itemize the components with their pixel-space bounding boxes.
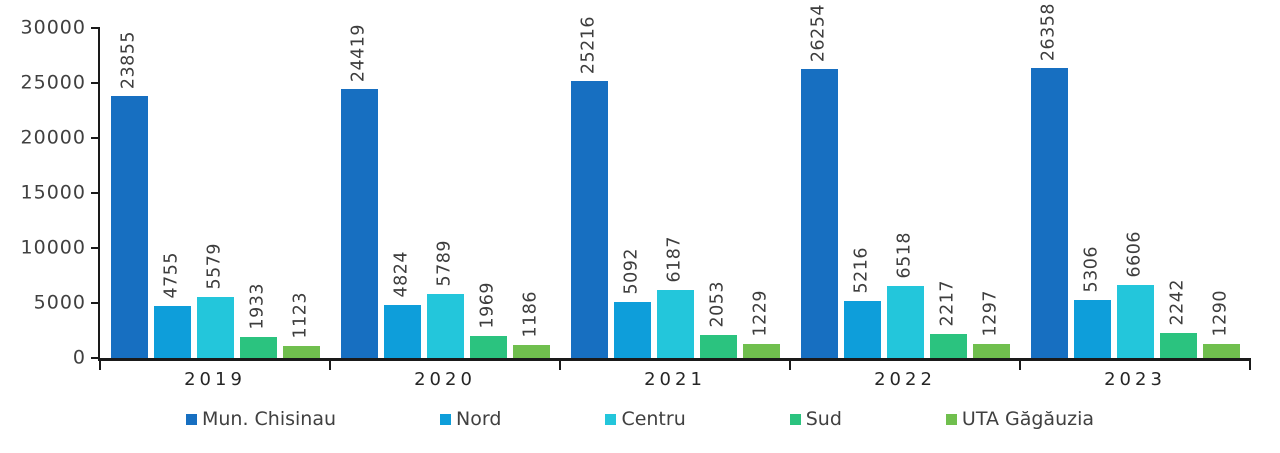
bar-uta-g-g-uzia-2023: 1290 — [1202, 290, 1240, 358]
bar-value-label: 5789 — [434, 240, 455, 287]
bar-value-label: 6518 — [894, 232, 915, 279]
bar-group-2021: 25216 5092 6187 2053 1229 2021 — [560, 16, 790, 389]
bar-sud-2019: 1933 — [239, 283, 277, 358]
bar-value-label: 1290 — [1210, 290, 1231, 337]
x-axis-tick — [1249, 358, 1251, 370]
bar-nord-2021: 5092 — [613, 248, 651, 358]
bar-nord-2020: 4824 — [383, 251, 421, 358]
x-axis-label-2020: 2020 — [414, 369, 476, 390]
y-axis-tick — [91, 357, 100, 359]
bar-group-2020: 24419 4824 5789 1969 1186 2020 — [330, 24, 560, 389]
bar-uta-g-g-uzia-2019: 1123 — [282, 292, 320, 358]
x-axis-tick — [559, 358, 561, 370]
bar-centru-2021: 6187 — [656, 236, 694, 358]
legend-item-sud: Sud — [789, 408, 842, 430]
legend-label: Nord — [456, 408, 502, 430]
bar-mun-chisinau-2019: 23855 — [110, 31, 148, 358]
bar-value-label: 2053 — [707, 281, 728, 328]
legend-label: UTA Găgăuzia — [961, 408, 1095, 430]
bar-value-label: 26254 — [808, 3, 829, 62]
bar-value-label: 2217 — [937, 280, 958, 327]
bar-uta-g-g-uzia-2020: 1186 — [512, 291, 550, 358]
legend: Mun. Chisinau Nord Centru Sud UTA Găgăuzia — [0, 410, 1280, 429]
y-axis-label: 0 — [72, 346, 86, 369]
bar-value-label: 1969 — [477, 282, 498, 329]
bar-value-label: 4755 — [161, 252, 182, 299]
bar-mun-chisinau-2020: 24419 — [340, 24, 378, 358]
bar-value-label: 5306 — [1081, 246, 1102, 293]
y-axis-label: 25000 — [20, 71, 86, 94]
bar-value-label: 6606 — [1124, 231, 1145, 278]
y-axis-label: 30000 — [20, 16, 86, 39]
legend-swatch-icon — [789, 414, 801, 425]
bar-centru-2020: 5789 — [426, 240, 464, 358]
bar-nord-2019: 4755 — [153, 252, 191, 358]
x-axis-tick — [329, 358, 331, 370]
bar-value-label: 23855 — [118, 30, 139, 89]
y-axis-label: 20000 — [20, 126, 86, 149]
bar-groups: 23855 4755 5579 1933 1123 2019 24419 4824 5789 19… — [100, 3, 1250, 389]
y-axis-label: 5000 — [33, 291, 86, 314]
bar-nord-2022: 5216 — [843, 247, 881, 358]
bar-uta-g-g-uzia-2021: 1229 — [742, 290, 780, 358]
plot-area: 23855 4755 5579 1933 1123 2019 24419 4824 5789 19… — [21, 3, 1251, 389]
x-axis-tick — [789, 358, 791, 370]
legend-swatch-icon — [185, 414, 197, 425]
x-axis-tick — [1019, 358, 1021, 370]
bar-group-2019: 23855 4755 5579 1933 1123 2019 — [100, 28, 330, 389]
bar-value-label: 5092 — [621, 248, 642, 295]
bar-value-label: 2242 — [1167, 279, 1188, 326]
bar-centru-2023: 6606 — [1116, 231, 1154, 358]
x-axis-tick — [99, 358, 101, 370]
bar-mun-chisinau-2021: 25216 — [570, 16, 608, 358]
bar-value-label: 1186 — [520, 291, 541, 338]
bar-value-label: 5216 — [851, 247, 872, 294]
legend-item-nord: Nord — [440, 410, 501, 429]
bar-centru-2019: 5579 — [196, 243, 234, 358]
legend-item-mun-chisinau: Mun. Chisinau — [185, 408, 337, 430]
bar-value-label: 1933 — [247, 283, 268, 330]
bar-value-label: 26358 — [1038, 2, 1059, 61]
bar-sud-2023: 2242 — [1159, 279, 1197, 358]
legend-swatch-icon — [605, 414, 617, 425]
bar-value-label: 6187 — [664, 236, 685, 283]
x-axis-label-2019: 2019 — [184, 369, 246, 390]
bar-value-label: 5579 — [204, 243, 225, 290]
x-axis-label-2021: 2021 — [644, 369, 706, 390]
bar-value-label: 4824 — [391, 251, 412, 298]
legend-item-centru: Centru — [605, 408, 686, 430]
legend-label: Centru — [621, 408, 686, 430]
y-axis-tick — [91, 81, 100, 84]
y-axis-label: 10000 — [20, 236, 86, 259]
legend-item-uta-g-g-uzia: UTA Găgăuzia — [945, 408, 1095, 430]
bar-mun-chisinau-2023: 26358 — [1030, 3, 1068, 358]
bar-sud-2020: 1969 — [469, 282, 507, 358]
y-axis-tick — [91, 302, 100, 304]
bar-group-2023: 26358 5306 6606 2242 1290 2023 — [1020, 3, 1250, 389]
bar-value-label: 24419 — [348, 23, 369, 82]
y-axis-tick — [91, 27, 100, 29]
y-axis-tick — [91, 136, 100, 139]
legend-label: Sud — [805, 408, 842, 430]
bar-value-label: 1123 — [290, 292, 311, 339]
bar-value-label: 25216 — [578, 15, 599, 74]
bar-nord-2023: 5306 — [1073, 246, 1111, 358]
bar-value-label: 1229 — [750, 290, 771, 337]
y-axis-tick — [91, 246, 100, 249]
bar-sud-2022: 2217 — [929, 280, 967, 358]
y-axis-label: 15000 — [20, 181, 86, 204]
bar-value-label: 1297 — [980, 290, 1001, 337]
bar-sud-2021: 2053 — [699, 281, 737, 358]
bar-mun-chisinau-2022: 26254 — [800, 4, 838, 358]
y-axis-tick — [91, 192, 100, 194]
bar-centru-2022: 6518 — [886, 232, 924, 358]
bar-group-2022: 26254 5216 6518 2217 1297 2022 — [790, 4, 1020, 389]
x-axis-label-2023: 2023 — [1104, 369, 1166, 390]
legend-swatch-icon — [440, 414, 452, 425]
bar-uta-g-g-uzia-2022: 1297 — [972, 290, 1010, 358]
legend-swatch-icon — [945, 414, 957, 425]
x-axis-label-2022: 2022 — [874, 369, 936, 390]
legend-label: Mun. Chisinau — [201, 408, 337, 430]
